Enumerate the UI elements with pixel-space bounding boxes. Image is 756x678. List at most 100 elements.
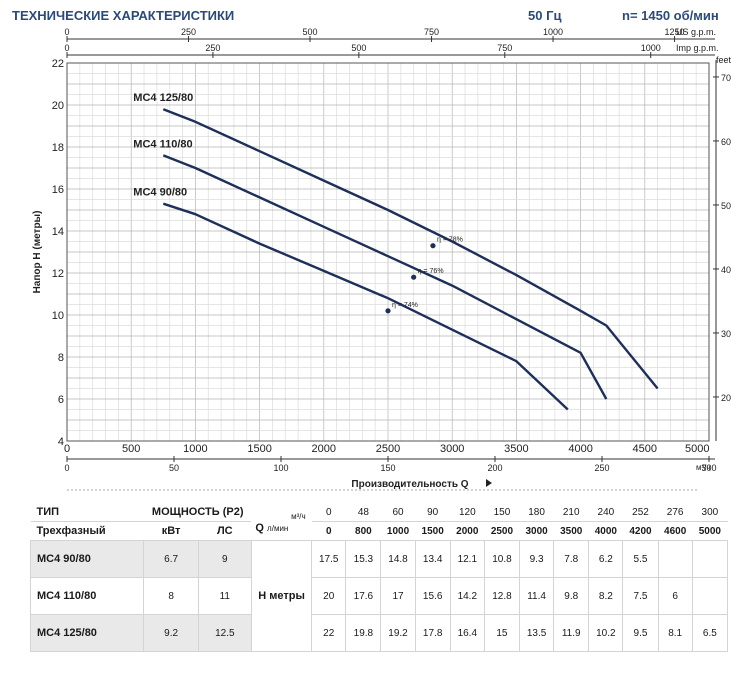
q-m3h-cell: 252 [622, 503, 659, 522]
series-line [162, 108, 659, 390]
us-gpm-tick-label: 1250 [665, 27, 685, 37]
model-cell: MC4 90/80 [29, 540, 145, 578]
head-cell: 19.8 [345, 614, 382, 652]
head-cell: 14.8 [380, 540, 416, 578]
head-cell: 12.1 [449, 540, 485, 578]
efficiency-point [411, 274, 417, 280]
feet-tick-label: 40 [721, 265, 731, 275]
head-cell: 15.6 [414, 577, 451, 615]
hp-cell: 9 [197, 540, 252, 578]
head-cell: 7.8 [553, 540, 590, 578]
type-header: ТИП [30, 503, 144, 522]
table-row: MC4 125/80 9.2 12.5 22 19.8 19.2 17.8 16… [29, 614, 729, 652]
x-tick-label: 4000 [568, 443, 592, 455]
us-gpm-tick-label: 1000 [543, 27, 563, 37]
efficiency-label: η = 78% [437, 237, 463, 244]
head-cell: 17 [380, 577, 416, 615]
head-cell: 16.4 [449, 614, 485, 652]
imp-gpm-tick-label: 0 [64, 43, 69, 53]
model-cell: MC4 110/80 [29, 577, 145, 615]
head-cell: 17.8 [414, 614, 451, 652]
plot-frame [66, 62, 710, 442]
q-m3h-cell: 210 [553, 503, 589, 522]
table-subheader-row: Трехфазный кВт ЛС 0 800 1000 1500 2000 2… [30, 521, 728, 541]
model-cell: MC4 125/80 [29, 614, 145, 652]
x-tick-label: 3000 [440, 443, 464, 455]
head-cell: 12.8 [483, 577, 521, 615]
head-cell: 17.6 [345, 577, 382, 615]
q-m3h-cell: 48 [345, 503, 381, 522]
x-tick-label-end: 5000 [685, 443, 709, 455]
x-tick-label: 3500 [504, 443, 528, 455]
q-m3h-cell: 60 [380, 503, 416, 522]
efficiency-label: η = 76% [418, 268, 444, 275]
series-line [162, 202, 569, 411]
frequency-label: 50 Гц [528, 8, 562, 23]
m3h-tick-label: 100 [273, 463, 288, 473]
y-tick-label: 20 [52, 100, 64, 112]
y-tick-label: 14 [52, 226, 64, 238]
series-label: MC4 110/80 [133, 138, 192, 150]
m3h-axis-label: м³/ч [696, 463, 711, 472]
x-tick-label: 2500 [376, 443, 400, 455]
kw-cell: 6.7 [143, 540, 199, 578]
head-cell: 14.2 [449, 577, 485, 615]
head-cell [657, 540, 693, 578]
head-cell [691, 577, 729, 615]
head-cell: 19.2 [380, 614, 416, 652]
q-m3h-cell: 120 [450, 503, 485, 522]
series-line [162, 154, 608, 400]
head-cell: 15.3 [345, 540, 382, 578]
power-header: МОЩНОСТЬ (P2) [143, 503, 252, 522]
head-cell: 13.4 [414, 540, 451, 578]
m3h-tick-label: 250 [594, 463, 609, 473]
table-row: MC4 90/80 6.7 9 Н метры 17.5 15.3 14.8 1… [29, 540, 729, 652]
feet-tick-label: 20 [721, 393, 731, 403]
series-label: MC4 90/80 [133, 187, 187, 199]
imp-gpm-tick-label: 250 [205, 43, 220, 53]
x-tick-label: 4500 [633, 443, 657, 455]
head-cell: 20 [311, 577, 347, 615]
q-lmin-cell: 5000 [692, 521, 728, 541]
speed-label: n= 1450 об/мин [622, 8, 719, 23]
us-gpm-axis-label: US g.p.m. [676, 27, 716, 37]
x-tick-label: 2000 [312, 443, 336, 455]
head-cell: 13.5 [519, 614, 555, 652]
head-cell: 22 [311, 614, 347, 652]
kw-cell: 9.2 [143, 614, 199, 652]
y-tick-label: 18 [52, 142, 64, 154]
hp-cell: 12.5 [197, 614, 252, 652]
m3h-tick-label: 50 [169, 463, 179, 473]
efficiency-point [430, 243, 436, 249]
head-cell: 9.8 [553, 577, 590, 615]
q-lmin-cell: 2000 [450, 521, 485, 541]
q-lmin-cell: 0 [311, 521, 346, 541]
q-lmin-cell: 3000 [519, 521, 554, 541]
feet-tick-label: 50 [721, 201, 731, 211]
head-cell: 11.9 [553, 614, 590, 652]
kw-cell: 8 [143, 577, 199, 615]
head-cell: 6.2 [588, 540, 624, 578]
x-tick-label: 1000 [183, 443, 207, 455]
feet-tick-label: 70 [721, 73, 731, 83]
m3h-tick-label: 150 [380, 463, 395, 473]
head-cell: 11.4 [519, 577, 555, 615]
x-tick-label: 500 [122, 443, 140, 455]
q-lmin-cell: 800 [345, 521, 381, 541]
head-cell: 15 [483, 614, 521, 652]
q-symbol: Q [255, 521, 264, 534]
us-gpm-tick-label: 0 [64, 27, 69, 37]
y-tick-label: 8 [58, 352, 64, 364]
head-label: Н метры [250, 540, 313, 652]
y-tick-label: 16 [52, 184, 64, 196]
head-cell: 7.5 [622, 577, 659, 615]
imp-gpm-tick-label: 750 [497, 43, 512, 53]
q-m3h-cell: 90 [415, 503, 451, 522]
efficiency-label: η = 74% [392, 302, 418, 309]
q-m3h-cell: 0 [311, 503, 346, 522]
head-cell: 5.5 [622, 540, 659, 578]
q-header: м³/ч Q л/мин [251, 503, 312, 541]
series-label: MC4 125/80 [133, 92, 193, 104]
hp-cell: 11 [197, 577, 252, 615]
